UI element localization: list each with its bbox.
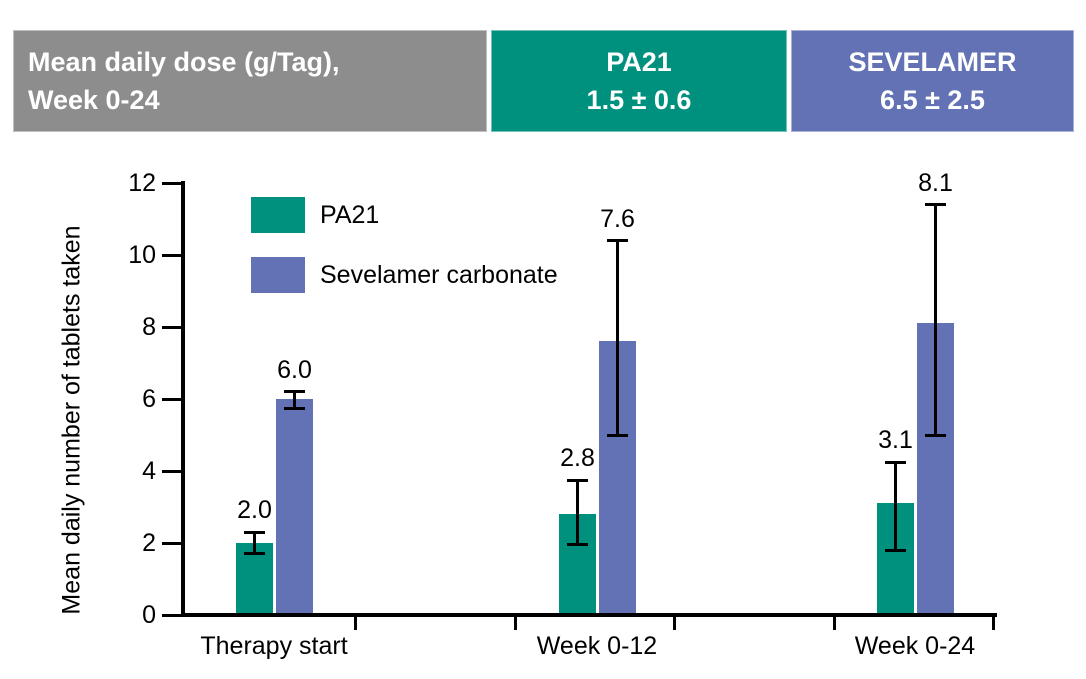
y-tick: [162, 181, 181, 185]
y-tick: [162, 253, 181, 257]
y-tick: [162, 325, 181, 329]
error-bar-cap-bottom: [567, 543, 588, 547]
error-bar-cap-top: [885, 460, 906, 464]
legend: PA21 Sevelamer carbonate: [251, 197, 558, 293]
y-tick: [162, 469, 181, 473]
x-tick: [832, 613, 836, 630]
header-pa21-name: PA21: [606, 47, 672, 77]
header-cell-sevelamer: SEVELAMER 6.5 ± 2.5: [791, 30, 1074, 132]
dose-summary-table: Mean daily dose (g/Tag), Week 0-24 PA21 …: [13, 30, 1074, 132]
error-bar-line: [894, 462, 897, 551]
error-bar-cap-top: [284, 390, 305, 394]
y-tick-label: 6: [142, 385, 156, 413]
legend-swatch-pa21: [251, 197, 305, 233]
y-tick-label: 2: [142, 529, 156, 557]
legend-label-pa21: PA21: [320, 200, 380, 229]
error-bar-cap-top: [244, 530, 265, 534]
error-bar-line: [576, 480, 579, 545]
x-tick: [513, 613, 517, 630]
error-bar-line: [253, 532, 256, 554]
bar-sevelamer: [276, 399, 313, 613]
value-label: 8.1: [918, 168, 953, 197]
category-label: Week 0-24: [854, 632, 976, 660]
value-label: 6.0: [277, 355, 312, 384]
header-sevelamer-dose: 6.5 ± 2.5: [880, 85, 985, 115]
header-pa21-dose: 1.5 ± 0.6: [586, 85, 692, 115]
value-label: 2.8: [560, 444, 595, 472]
y-tick-label: 4: [142, 457, 156, 485]
header-title-line2: Week 0-24: [28, 85, 160, 115]
header-cell-title: Mean daily dose (g/Tag), Week 0-24: [13, 30, 487, 132]
legend-item-sevelamer: Sevelamer carbonate: [251, 257, 558, 293]
y-tick-label: 8: [142, 313, 156, 341]
header-sevelamer-name: SEVELAMER: [848, 47, 1017, 77]
category-label: Therapy start: [200, 632, 348, 660]
header-cell-pa21: PA21 1.5 ± 0.6: [491, 30, 787, 132]
error-bar-cap-top: [567, 478, 588, 482]
y-tick: [162, 541, 181, 545]
x-tick: [672, 613, 676, 630]
error-bar-cap-bottom: [284, 406, 305, 410]
x-axis-line: [181, 613, 997, 617]
error-bar-cap-bottom: [885, 548, 906, 552]
y-tick-label: 10: [128, 241, 156, 269]
y-tick-label: 12: [128, 169, 156, 197]
error-bar-cap-top: [607, 239, 628, 243]
legend-item-pa21: PA21: [251, 197, 558, 233]
legend-swatch-sevelamer: [251, 257, 305, 293]
error-bar-line: [934, 204, 937, 435]
error-bar-cap-bottom: [925, 433, 946, 437]
value-label: 2.0: [237, 496, 272, 525]
value-label: 3.1: [878, 426, 913, 454]
error-bar-cap-top: [925, 203, 946, 207]
error-bar-cap-bottom: [244, 552, 265, 556]
x-tick: [353, 613, 357, 630]
legend-label-sevelamer: Sevelamer carbonate: [320, 260, 558, 289]
y-tick: [162, 397, 181, 401]
y-tick-label: 0: [142, 601, 156, 629]
error-bar-line: [616, 240, 619, 435]
error-bar-cap-bottom: [607, 433, 628, 437]
y-axis-title: Mean daily number of tablets taken: [57, 225, 86, 615]
category-label: Week 0-12: [536, 632, 658, 660]
value-label: 7.6: [600, 204, 635, 233]
header-title-line1: Mean daily dose (g/Tag),: [28, 47, 340, 77]
y-axis-line: [181, 181, 185, 617]
x-tick: [991, 613, 995, 630]
error-bar-line: [293, 391, 296, 408]
y-tick: [162, 613, 181, 617]
